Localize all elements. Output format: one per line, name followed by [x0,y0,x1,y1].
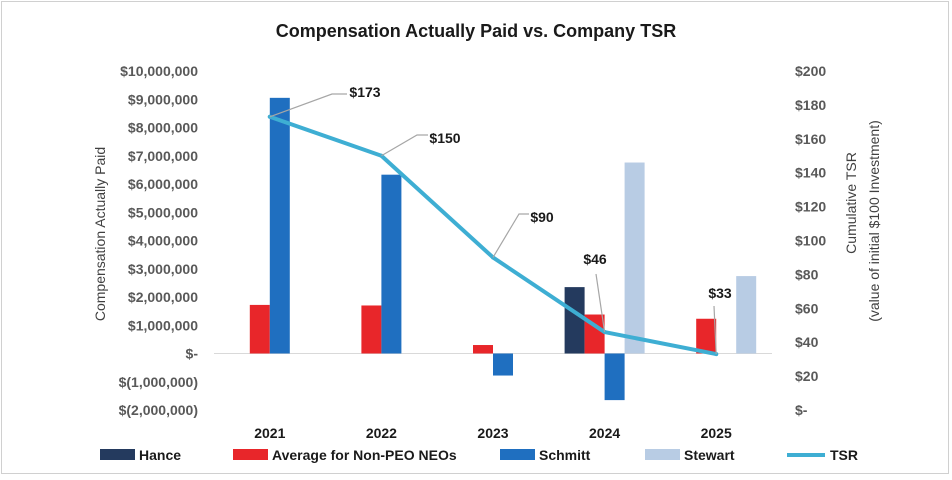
bar-average-for-non-peo-neos-2023 [473,345,493,354]
y2-tick-label: $80 [795,266,819,282]
y2-tick-label: $200 [795,63,826,79]
chart-title: Compensation Actually Paid vs. Company T… [276,21,676,41]
callout-leader-2021 [269,93,347,118]
y2-tick-label: $40 [795,334,819,350]
y2-axis-label-line2: (value of initial $100 Investment) [866,120,882,322]
y-tick-label: $- [186,346,199,362]
bar-average-for-non-peo-neos-2021 [249,304,270,354]
tsr-data-label-2023: $90 [530,209,554,225]
x-tick-label: 2021 [254,425,285,441]
bar-schmitt-2021 [269,97,290,354]
legend-swatch-4 [645,449,680,460]
legend-label: Average for Non-PEO NEOs [272,447,457,463]
legend-label: Stewart [684,447,735,463]
x-tick-label: 2023 [477,425,508,441]
y2-tick-label: $60 [795,300,819,316]
y2-tick-label: $180 [795,97,826,113]
legend-swatch-1 [100,449,135,460]
legend-label: Hance [139,447,181,463]
bar-schmitt-2023 [493,353,513,376]
legend-label: Schmitt [539,447,591,463]
y-axis-label: Compensation Actually Paid [92,147,108,321]
x-tick-label: 2022 [366,425,397,441]
y-tick-label: $9,000,000 [128,91,198,107]
y-tick-label: $1,000,000 [128,317,198,333]
y-tick-label: $(1,000,000) [119,374,198,390]
y-tick-label: $6,000,000 [128,176,198,192]
tsr-line-path [267,114,719,357]
y2-axis-label-line1: Cumulative TSR [843,152,859,254]
y2-tick-label: $160 [795,131,826,147]
y-tick-label: $3,000,000 [128,261,198,277]
tsr-data-label-2022: $150 [429,130,460,146]
y2-tick-label: $100 [795,233,826,249]
callout-leader-2024 [595,273,606,333]
bar-stewart-2025 [736,276,757,354]
callout-leader-2023 [492,213,529,258]
bar-stewart-2024 [624,162,645,354]
callout-leader-2022 [381,134,428,157]
bar-schmitt-2024 [604,353,625,401]
y-tick-label: $2,000,000 [128,289,198,305]
callout-leader-2025 [713,305,717,355]
tsr-data-label-2021: $173 [349,84,380,100]
tsr-data-label-2025: $33 [708,285,732,301]
y-tick-label: $4,000,000 [128,233,198,249]
tsr-line [267,114,719,357]
legend-swatch-2 [233,449,268,460]
y-tick-label: $10,000,000 [120,63,198,79]
bar-schmitt-2022 [381,174,402,354]
y-tick-label: $8,000,000 [128,120,198,136]
bar-average-for-non-peo-neos-2022 [361,305,382,354]
axes: $10,000,000 $9,000,000 $8,000,000 $7,000,00… [119,63,827,441]
y2-tick-label: $- [795,402,808,418]
y-tick-label: $5,000,000 [128,204,198,220]
legend-label: TSR [830,447,858,463]
bar-average-for-non-peo-neos-2025 [696,318,717,354]
tsr-data-label-2024: $46 [583,251,607,267]
bar-hance-2024 [564,287,585,354]
y2-tick-label: $140 [795,165,826,181]
y-tick-label: $(2,000,000) [119,402,198,418]
legend-swatch-3 [500,449,535,460]
legend: Hance Average for Non-PEO NEOs Schmitt Stew… [100,447,858,463]
y2-tick-label: $120 [795,199,826,215]
y-tick-label: $7,000,000 [128,148,198,164]
x-tick-label: 2024 [589,425,620,441]
bars [249,97,757,401]
tsr-callouts: $173 $150 $90 $46 $33 [269,84,732,355]
y2-tick-label: $20 [795,368,819,384]
x-tick-label: 2025 [701,425,732,441]
